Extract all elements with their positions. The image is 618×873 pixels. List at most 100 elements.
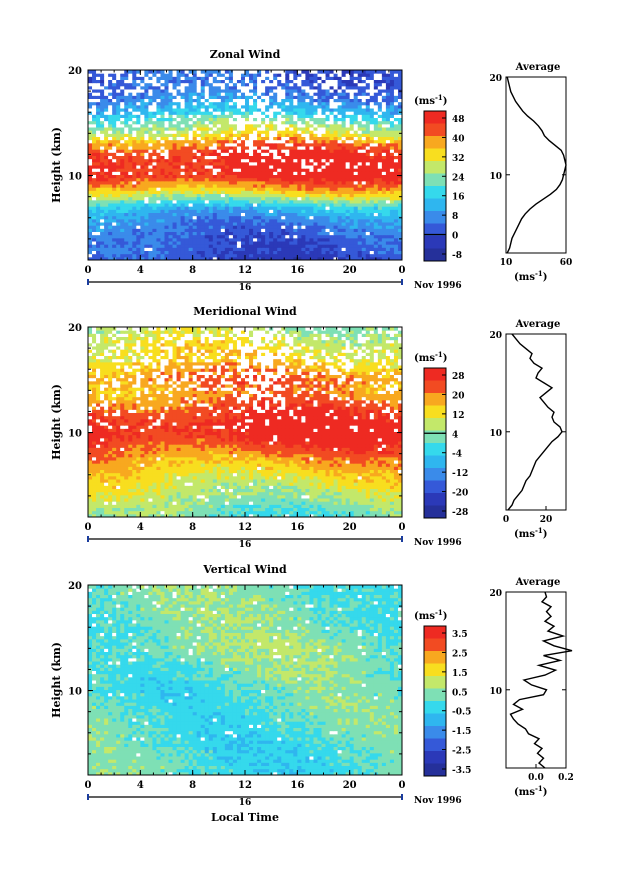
heatmap-cell xyxy=(200,513,206,518)
heatmap-cell xyxy=(108,76,113,80)
heatmap-cell xyxy=(309,108,314,112)
heatmap-cell xyxy=(257,168,262,172)
heatmap-cell xyxy=(152,247,157,251)
heatmap-cell xyxy=(277,250,282,255)
heatmap-cell xyxy=(317,250,322,255)
heatmap-cell xyxy=(257,101,262,106)
heatmap-cell xyxy=(393,158,399,163)
heatmap-cell xyxy=(216,231,222,236)
heatmap-cell xyxy=(305,193,310,198)
heatmap-cell xyxy=(164,136,170,141)
colorbar-swatch xyxy=(424,123,446,137)
heatmap-cell xyxy=(100,139,105,144)
heatmap-cell xyxy=(160,85,165,90)
heatmap-cell xyxy=(160,180,165,185)
heatmap-cell xyxy=(365,127,371,131)
heatmap-cell xyxy=(389,199,395,204)
heatmap-cell xyxy=(361,76,367,80)
heatmap-cell xyxy=(281,70,286,74)
heatmap-cell xyxy=(281,184,286,188)
heatmap-cell xyxy=(277,247,282,251)
heatmap-cell xyxy=(393,177,399,182)
heatmap-cell xyxy=(393,111,399,115)
heatmap-cell xyxy=(277,231,282,236)
heatmap-cell xyxy=(317,155,322,160)
heatmap-cell xyxy=(265,152,270,156)
heatmap-cell xyxy=(220,92,226,96)
heatmap-cell xyxy=(325,73,331,77)
heatmap-cell xyxy=(160,136,165,141)
heatmap-cell xyxy=(168,155,174,160)
heatmap-cell xyxy=(180,209,186,213)
heatmap-cell xyxy=(285,184,290,188)
heatmap-cell xyxy=(317,168,322,172)
heatmap-cell xyxy=(385,161,391,166)
heatmap-cell xyxy=(148,101,153,106)
heatmap-cell xyxy=(377,95,383,99)
heatmap-cell xyxy=(112,184,117,188)
heatmap-cell xyxy=(341,108,347,112)
heatmap-cell xyxy=(204,114,210,118)
heatmap-cell xyxy=(176,152,182,156)
heatmap-cell xyxy=(164,133,170,137)
heatmap-cell xyxy=(208,79,214,84)
heatmap-cell xyxy=(204,256,210,261)
heatmap-cell xyxy=(385,241,391,245)
heatmap-cell xyxy=(377,193,383,198)
heatmap-cell xyxy=(381,168,387,172)
heatmap-cell xyxy=(168,161,174,166)
heatmap-cell xyxy=(329,180,335,185)
heatmap-cell xyxy=(273,247,278,251)
heatmap-cell xyxy=(168,142,174,147)
heatmap-cell xyxy=(261,82,266,87)
heatmap-cell xyxy=(325,203,331,207)
heatmap-cell xyxy=(329,177,335,182)
heatmap-cell xyxy=(136,180,141,185)
heatmap-cell xyxy=(116,123,121,128)
heatmap-cell xyxy=(341,123,347,128)
heatmap-cell xyxy=(365,250,371,255)
heatmap-cell xyxy=(96,244,101,248)
heatmap-cell xyxy=(385,149,391,153)
heatmap-cell xyxy=(96,108,101,112)
heatmap-cell xyxy=(104,89,109,93)
heatmap-cell xyxy=(208,203,214,207)
heatmap-cell xyxy=(353,244,359,248)
heatmap-cell xyxy=(297,123,302,128)
heatmap-cell xyxy=(385,174,391,179)
heatmap-cell xyxy=(333,146,339,150)
heatmap-cell xyxy=(188,158,194,163)
heatmap-cell xyxy=(261,92,266,96)
heatmap-cell xyxy=(88,104,93,109)
heatmap-cell xyxy=(341,222,347,226)
heatmap-cell xyxy=(204,187,210,191)
heatmap-cell xyxy=(136,111,141,115)
heatmap-cell xyxy=(337,111,343,115)
heatmap-cell xyxy=(289,231,294,236)
heatmap-cell xyxy=(309,95,314,99)
heatmap-cell xyxy=(212,168,218,172)
heatmap-cell xyxy=(212,237,218,242)
heatmap-cell xyxy=(337,76,343,80)
heatmap-cell xyxy=(377,171,383,175)
heatmap-cell xyxy=(301,95,306,99)
heatmap-cell xyxy=(341,241,347,245)
heatmap-cell xyxy=(301,161,306,166)
heatmap-cell xyxy=(269,149,274,153)
heatmap-cell xyxy=(285,85,290,90)
heatmap-cell xyxy=(188,174,194,179)
heatmap-cell xyxy=(373,171,379,175)
heatmap-cell xyxy=(301,82,306,87)
heatmap-cell xyxy=(160,155,165,160)
heatmap-cell xyxy=(108,218,113,223)
heatmap-cell xyxy=(277,92,282,96)
heatmap-cell xyxy=(152,168,157,172)
heatmap-cell xyxy=(104,76,109,80)
heatmap-cell xyxy=(124,241,129,245)
heatmap-cell xyxy=(132,513,137,518)
heatmap-cell xyxy=(96,215,101,220)
heatmap-cell xyxy=(144,510,149,515)
heatmap-cell xyxy=(353,98,359,103)
heatmap-cell xyxy=(204,101,210,106)
heatmap-cell xyxy=(232,165,238,169)
